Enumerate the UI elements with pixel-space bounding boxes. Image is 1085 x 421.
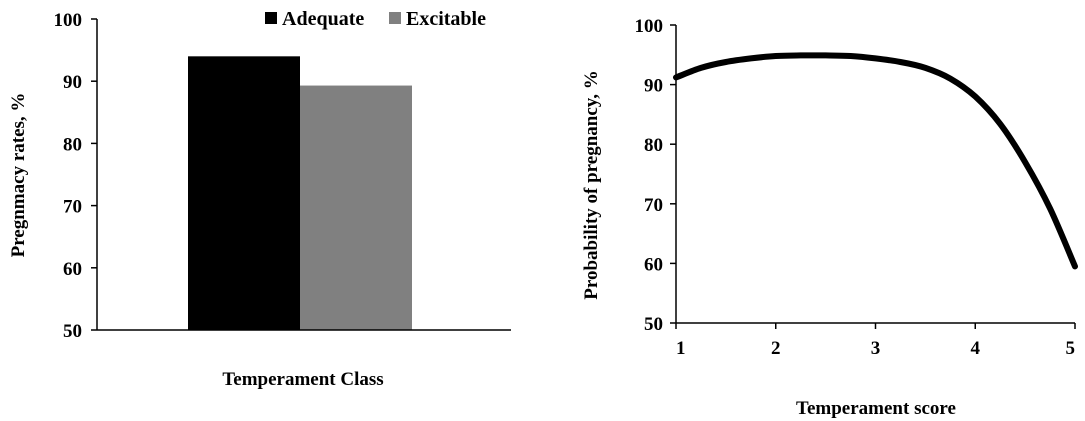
y-tick-label: 80 (63, 134, 82, 155)
y-tick-label: 70 (63, 197, 82, 218)
bar-excitable (300, 85, 412, 330)
legend-swatch-excitable (389, 12, 401, 24)
bar-chart: 50 60 70 80 90 100 Adequate Excitable Pregnmac… (8, 8, 511, 390)
bar-chart-y-axis-title: Pregnmacy rates, % (8, 93, 29, 258)
bar-chart-legend: Adequate Excitable (265, 8, 486, 30)
line-chart: 50 60 70 80 90 100 1 2 3 4 5 Probability of pregna… (581, 16, 1078, 419)
y-tick-label: 100 (635, 16, 664, 37)
y-tick-label: 50 (63, 321, 82, 342)
bar-chart-x-axis-title: Temperament Class (222, 369, 383, 390)
y-tick-label: 60 (63, 259, 82, 280)
y-tick-label: 90 (644, 76, 663, 97)
legend-label-excitable: Excitable (406, 8, 486, 30)
x-tick-label: 1 (676, 338, 686, 359)
x-tick-label: 5 (1066, 338, 1076, 359)
y-tick-label: 100 (54, 10, 83, 31)
y-tick-label: 90 (63, 72, 82, 93)
legend-swatch-adequate (265, 12, 277, 24)
line-chart-x-axis-title: Temperament score (796, 398, 956, 419)
line-chart-y-axis-title: Probability of pregnancy, % (581, 70, 602, 299)
x-tick-label: 4 (971, 338, 981, 359)
x-tick-label: 2 (771, 338, 781, 359)
legend-label-adequate: Adequate (282, 8, 364, 30)
y-tick-label: 80 (644, 135, 663, 156)
y-tick-label: 60 (644, 254, 663, 275)
y-tick-label: 70 (644, 195, 663, 216)
y-tick-label: 50 (644, 314, 663, 335)
x-tick-label: 3 (871, 338, 881, 359)
bar-adequate (188, 56, 300, 330)
line-series-probability (673, 52, 1078, 270)
